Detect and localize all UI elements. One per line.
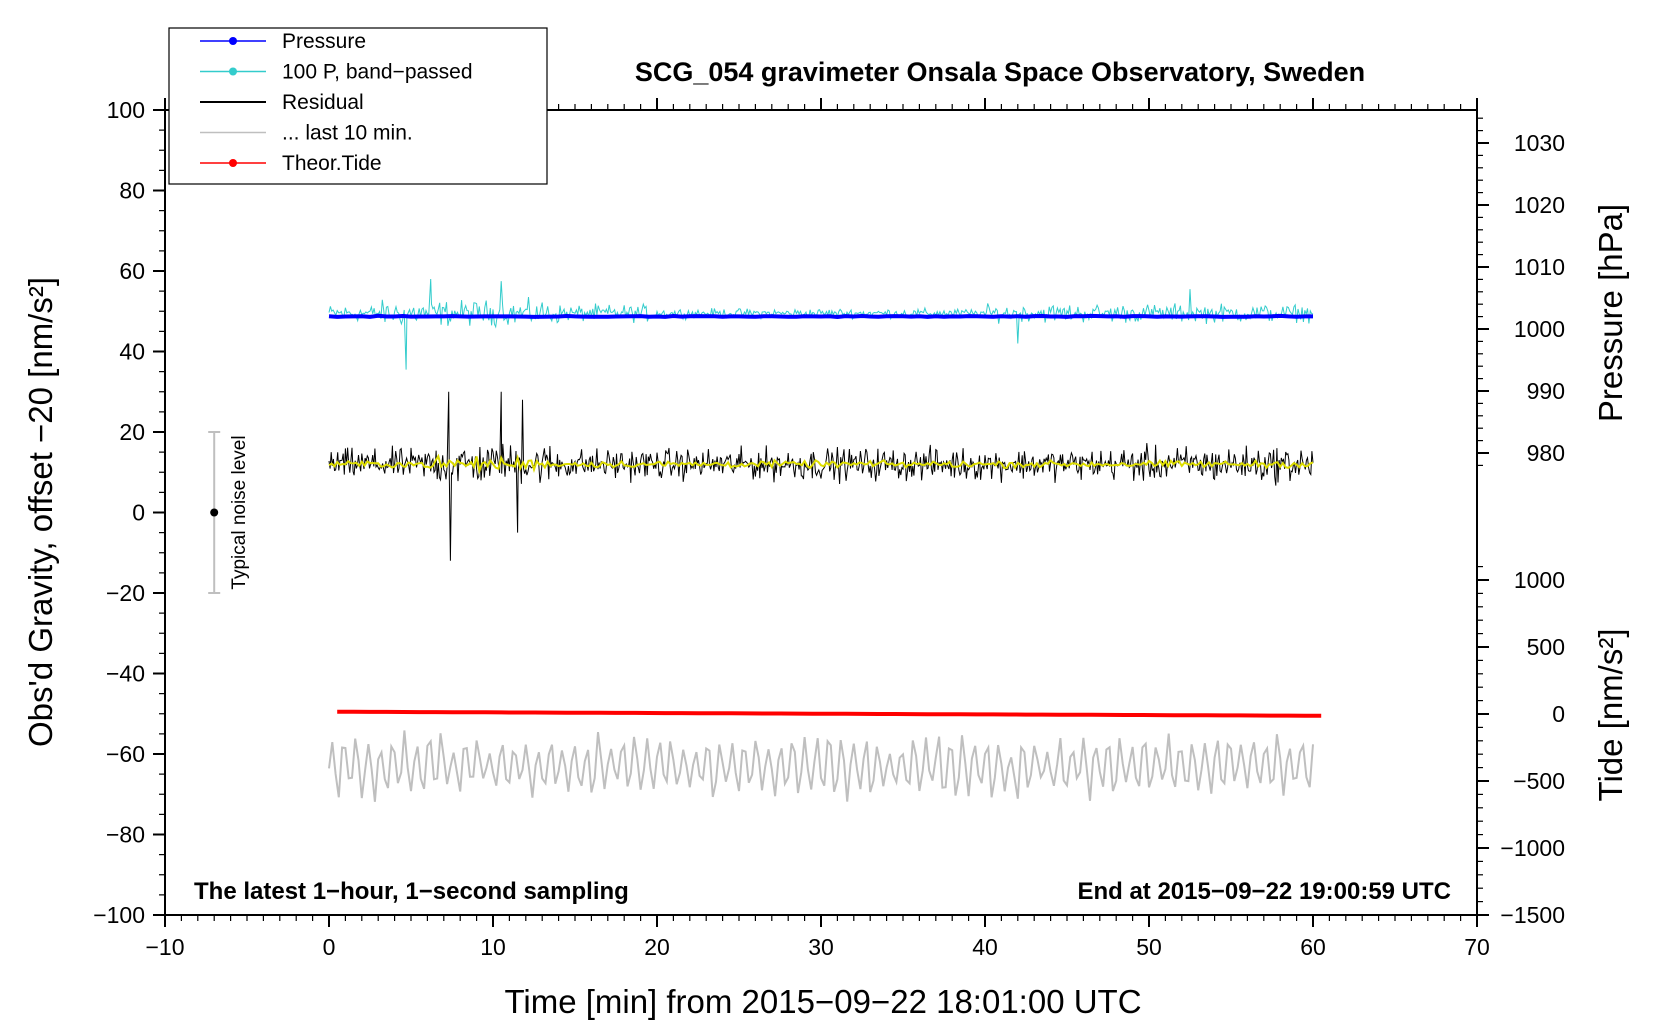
- pressure-tick-label: 1000: [1514, 316, 1565, 342]
- tide-tick-label: −1000: [1500, 835, 1565, 861]
- x-tick-label: 40: [972, 934, 998, 960]
- note-end-time: End at 2015−09−22 19:00:59 UTC: [1077, 878, 1451, 905]
- legend-marker: [229, 159, 237, 167]
- x-tick-label: 10: [480, 934, 506, 960]
- x-axis-label: Time [min] from 2015−09−22 18:01:00 UTC: [504, 983, 1141, 1020]
- data-series: [328, 278, 1322, 802]
- x-tick-label: 50: [1136, 934, 1162, 960]
- tide-tick-label: −500: [1513, 768, 1565, 794]
- y-tick-label: −20: [106, 580, 145, 606]
- noise-level-indicator: Typical noise level: [208, 431, 250, 594]
- x-tick-label: 20: [644, 934, 670, 960]
- tide-tick-label: 0: [1552, 701, 1565, 727]
- series-residual-smoothed: [328, 453, 1314, 476]
- pressure-tick-label: 990: [1527, 378, 1565, 404]
- y-axis-label-pressure: Pressure [hPa]: [1592, 204, 1629, 422]
- y-tick-label: 40: [119, 339, 145, 365]
- tide-tick-label: −1500: [1500, 902, 1565, 928]
- chart-title: SCG_054 gravimeter Onsala Space Observat…: [635, 57, 1365, 87]
- y-tick-label: −100: [93, 902, 145, 928]
- pressure-tick-label: 980: [1527, 440, 1565, 466]
- pressure-tick-label: 1030: [1514, 130, 1565, 156]
- y-axis-label-left: Obs'd Gravity, offset −20 [nm/s²]: [22, 277, 59, 747]
- pressure-tick-label: 1020: [1514, 192, 1565, 218]
- x-tick-label: 60: [1300, 934, 1326, 960]
- axis-ticks: −10 0 10 20 30 40 50 60 70100806040200−20−40−60−…: [93, 97, 1565, 960]
- legend-label: Pressure: [282, 30, 366, 53]
- legend-label: ... last 10 min.: [282, 122, 413, 145]
- series-theoretical-tide: [337, 709, 1322, 718]
- pressure-tick-label: 1010: [1514, 254, 1565, 280]
- note-sampling: The latest 1−hour, 1−second sampling: [194, 878, 629, 905]
- legend-marker: [229, 67, 237, 76]
- x-tick-label: −10: [145, 934, 184, 960]
- y-axis-label-tide: Tide [nm/s²]: [1592, 629, 1629, 802]
- series-last-10-min: [328, 730, 1314, 802]
- series-residual: [328, 391, 1314, 561]
- noise-level-label: Typical noise level: [229, 435, 250, 589]
- legend-label: Theor.Tide: [282, 152, 382, 175]
- x-tick-label: 0: [323, 934, 336, 960]
- series-pressure-bandpassed: [328, 278, 1314, 370]
- y-tick-label: −80: [106, 822, 145, 848]
- tide-tick-label: 500: [1527, 634, 1565, 660]
- x-tick-label: 30: [808, 934, 834, 960]
- noise-bar-center-dot: [210, 508, 219, 517]
- legend-label: 100 P, band−passed: [282, 61, 473, 84]
- legend: Pressure 100 P, band−passed Residual ... la…: [168, 27, 548, 185]
- y-tick-label: 0: [132, 500, 145, 526]
- y-tick-label: −60: [106, 741, 145, 767]
- series-pressure: [328, 313, 1313, 320]
- y-tick-label: −40: [106, 661, 145, 687]
- legend-box: [168, 27, 548, 185]
- x-tick-label: 70: [1464, 934, 1490, 960]
- tide-tick-label: 1000: [1514, 567, 1565, 593]
- y-tick-label: 20: [119, 419, 145, 445]
- y-tick-label: 80: [119, 178, 145, 204]
- y-tick-label: 60: [119, 258, 145, 284]
- y-tick-label: 100: [107, 97, 145, 123]
- legend-marker: [229, 37, 237, 45]
- legend-label: Residual: [282, 91, 364, 114]
